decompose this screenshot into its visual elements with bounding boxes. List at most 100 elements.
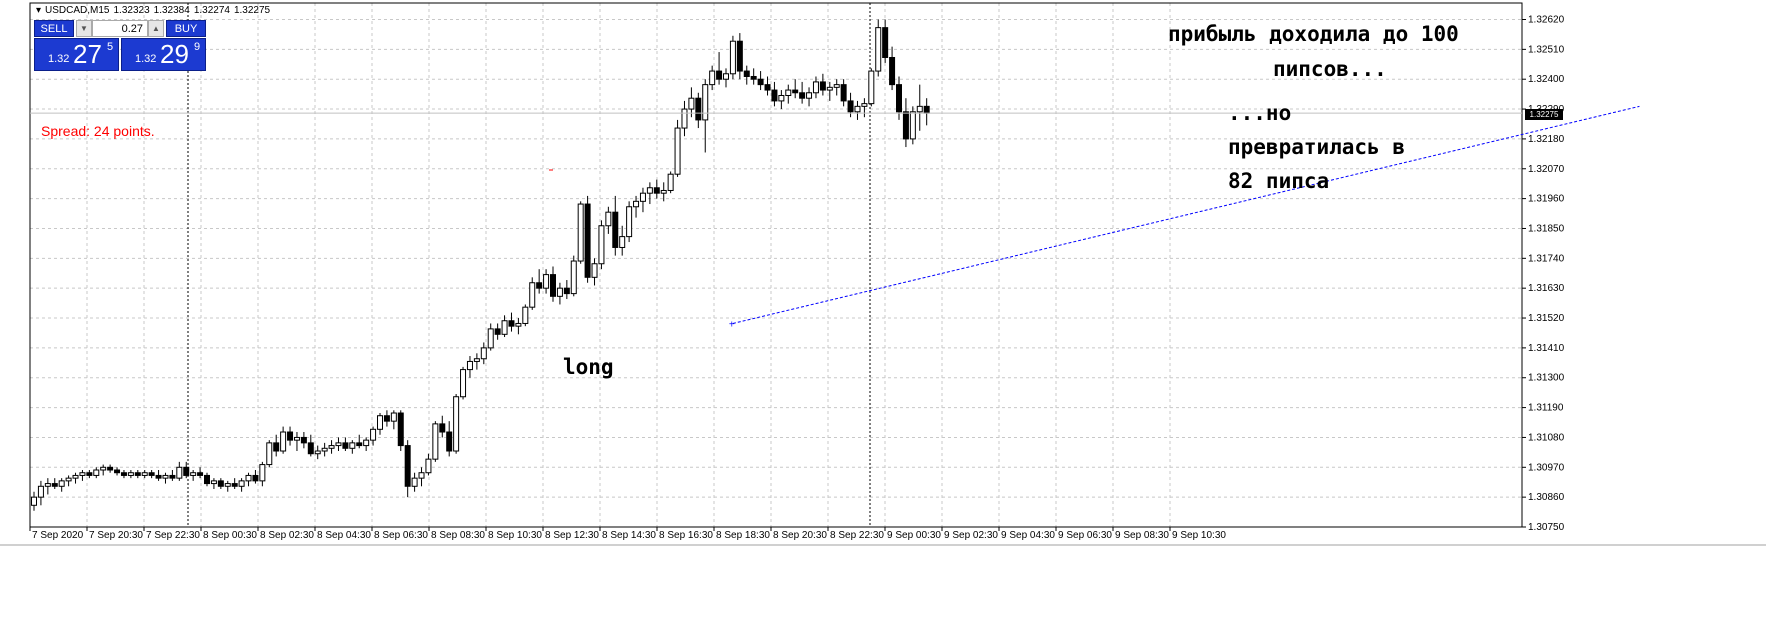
sell-price-fraction: 5 (107, 41, 114, 53)
candle-bull (58, 480, 65, 487)
candle-bull (626, 206, 633, 238)
candle-bull (314, 450, 321, 455)
close-price: 1.32275 (233, 5, 271, 16)
candle-bear (819, 81, 826, 91)
candle-bull (280, 431, 287, 452)
candle-bull (460, 369, 467, 398)
candle-bull (515, 322, 522, 327)
candle-bear (231, 483, 238, 487)
x-tick-label: 8 Sep 00:30 (203, 530, 257, 541)
candle-bull (100, 466, 107, 471)
x-tick-label: 9 Sep 06:30 (1058, 530, 1112, 541)
candle-bull (861, 103, 868, 107)
candle-bull (487, 328, 494, 349)
candle-bull (543, 274, 550, 289)
spread-label: Spread: 24 points. (41, 123, 155, 139)
candle-bear (134, 472, 141, 476)
y-tick-label: 1.31850 (1528, 223, 1565, 234)
buy-price-button[interactable]: 1.32 29 9 (121, 38, 206, 71)
lot-increase-icon[interactable]: ▲ (148, 20, 164, 37)
y-tick-label: 1.30750 (1528, 522, 1565, 533)
candle-bull (79, 472, 86, 476)
open-price: 1.32323 (113, 5, 150, 16)
lot-size-input[interactable] (92, 20, 148, 37)
trend-line (732, 105, 1640, 324)
candle-bull (370, 428, 377, 441)
annotation-but-line3: 82 пипса (1228, 169, 1330, 193)
time-axis: 7 Sep 2020 7 Sep 20:30 7 Sep 22:30 8 Sep 00… (29, 527, 1226, 541)
buy-button[interactable]: BUY (166, 20, 206, 37)
candle-bull (723, 73, 729, 80)
candle-bull (321, 447, 328, 452)
x-tick-label: 8 Sep 12:30 (545, 530, 599, 541)
y-tick-label: 1.32180 (1528, 134, 1565, 145)
candle-bull (916, 105, 923, 113)
candle-bear (197, 472, 204, 476)
annotation-profit-line1: прибыль доходила до 100 (1168, 22, 1459, 46)
candle-bear (107, 466, 114, 471)
candle-bull (190, 472, 197, 476)
y-tick-label: 1.31190 (1528, 403, 1564, 414)
candles (31, 19, 930, 511)
buy-price-fraction: 9 (194, 41, 201, 53)
candle-bear (757, 78, 764, 86)
candle-bull (127, 472, 134, 476)
current-price-tag: 1.32275 (1525, 109, 1563, 120)
candle-bear (840, 84, 847, 102)
candle-bear (508, 320, 515, 327)
candle-bull (660, 189, 667, 194)
candle-bear (902, 111, 909, 140)
candle-bull (529, 282, 536, 308)
symbol-name: USDCAD,M15 (45, 5, 110, 16)
candle-bull (72, 474, 79, 479)
candle-bull (31, 496, 37, 506)
candle-bull (453, 396, 460, 452)
candle-bull (598, 225, 605, 265)
y-tick-label: 1.31410 (1528, 343, 1565, 354)
price-axis: 1.326201.325101.324001.322901.321801.320… (1522, 15, 1565, 533)
y-tick-label: 1.31740 (1528, 253, 1565, 264)
candle-bull (293, 436, 300, 441)
candle-bear (889, 56, 896, 86)
candle-bull (688, 97, 695, 110)
candle-bear (750, 75, 757, 80)
candle-bear (799, 92, 806, 99)
x-tick-label: 8 Sep 14:30 (602, 530, 656, 541)
candle-bull (619, 236, 626, 248)
candle-bear (736, 40, 743, 72)
annotation-but-line1: ...но (1228, 101, 1292, 125)
candle-bear (743, 70, 750, 77)
candle-bear (446, 431, 453, 452)
y-tick-label: 1.32070 (1528, 164, 1565, 175)
candle-bull (162, 474, 169, 479)
sell-price-pips: 27 (73, 39, 102, 69)
candle-bear (307, 442, 314, 455)
candle-bull (639, 192, 646, 202)
x-tick-label: 7 Sep 22:30 (146, 530, 200, 541)
chart-dropdown-icon[interactable]: ▾ (36, 5, 42, 16)
x-tick-label: 8 Sep 04:30 (317, 530, 371, 541)
candle-bear (397, 412, 404, 447)
candle-bear (563, 287, 570, 295)
candle-bull (785, 89, 792, 96)
sell-price-button[interactable]: 1.32 27 5 (34, 38, 119, 71)
y-tick-label: 1.30860 (1528, 492, 1565, 503)
candle-bear (148, 472, 155, 476)
y-tick-label: 1.30970 (1528, 462, 1565, 473)
candle-bull (556, 287, 563, 297)
entry-marker-icon: + (729, 319, 735, 330)
candle-bull (812, 81, 819, 94)
candle-bull (141, 472, 148, 476)
candle-bear (612, 211, 619, 248)
candle-bear (882, 27, 889, 58)
candle-bear (114, 469, 121, 474)
lot-decrease-icon[interactable]: ▼ (76, 20, 92, 37)
candle-bull (480, 347, 487, 360)
chart-overlays: + (30, 105, 1640, 330)
grid-lines (29, 3, 1522, 528)
sell-button[interactable]: SELL (34, 20, 74, 37)
candle-bull (363, 439, 370, 447)
candle-bull (210, 480, 217, 485)
